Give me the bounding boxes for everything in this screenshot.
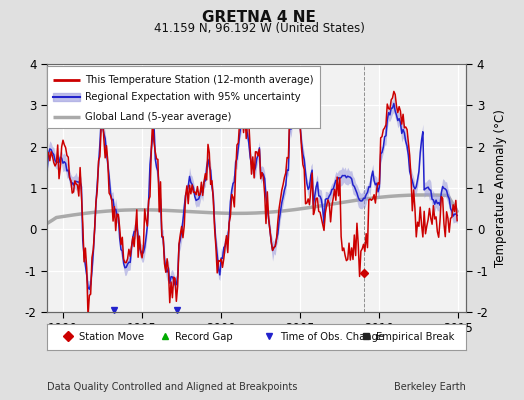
Text: Data Quality Controlled and Aligned at Breakpoints: Data Quality Controlled and Aligned at B… <box>47 382 298 392</box>
Y-axis label: Temperature Anomaly (°C): Temperature Anomaly (°C) <box>494 109 507 267</box>
Text: Global Land (5-year average): Global Land (5-year average) <box>85 112 232 122</box>
Text: 41.159 N, 96.192 W (United States): 41.159 N, 96.192 W (United States) <box>154 22 365 35</box>
Text: Empirical Break: Empirical Break <box>376 332 455 342</box>
Text: This Temperature Station (12-month average): This Temperature Station (12-month avera… <box>85 75 314 85</box>
Text: Berkeley Earth: Berkeley Earth <box>395 382 466 392</box>
Text: Station Move: Station Move <box>79 332 144 342</box>
Text: Time of Obs. Change: Time of Obs. Change <box>280 332 384 342</box>
Text: Record Gap: Record Gap <box>175 332 233 342</box>
Text: GRETNA 4 NE: GRETNA 4 NE <box>202 10 316 25</box>
Text: Regional Expectation with 95% uncertainty: Regional Expectation with 95% uncertaint… <box>85 92 301 102</box>
